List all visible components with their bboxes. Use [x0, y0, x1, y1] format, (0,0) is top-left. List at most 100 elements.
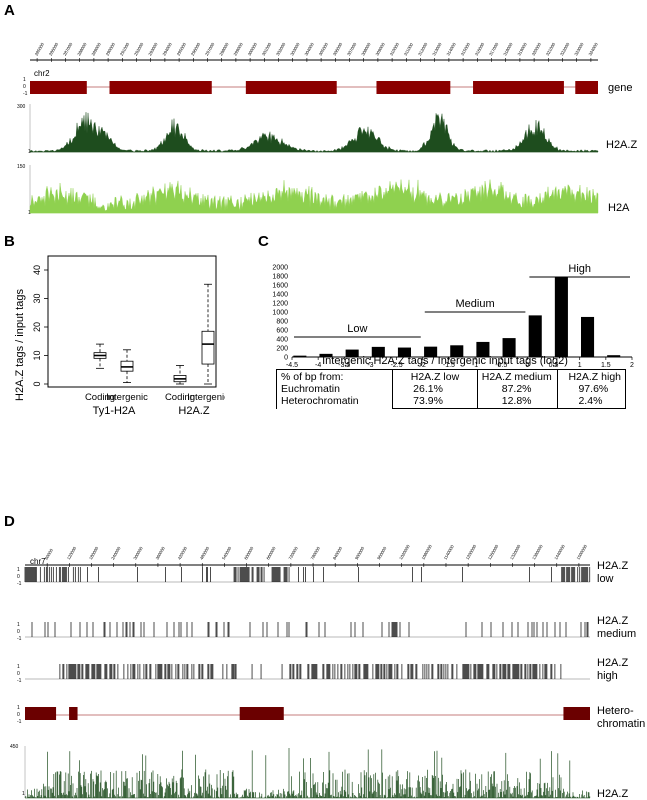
track-axis-label: -1	[17, 719, 22, 725]
ruler-tick-label: 295000	[176, 41, 188, 56]
ruler-tick-label: 314000	[445, 41, 457, 56]
panel-b-letter: B	[4, 233, 15, 250]
track-axis-label: 0	[17, 671, 20, 677]
y-tick-label: 400	[276, 337, 288, 344]
x-tick-label: -4	[315, 362, 321, 369]
gene-block	[473, 81, 564, 94]
panel-b-boxes	[93, 283, 215, 385]
ruler-tick-label: 306000	[332, 41, 344, 56]
y-tick-label: 1000	[272, 310, 288, 317]
panel-d-hetero-label-2: chromatin	[597, 718, 645, 730]
bar	[607, 355, 621, 357]
ruler-tick-label: 240000	[110, 545, 122, 560]
ruler-tick-label: 780000	[310, 545, 322, 560]
ruler-tick-label: 301000	[261, 41, 273, 56]
y-tick-label: 1200	[272, 301, 288, 308]
ruler-tick-label: 299000	[232, 41, 244, 56]
ruler-tick-label: 285000	[34, 41, 46, 56]
gene-block	[30, 81, 87, 94]
ruler-tick-label: 293000	[147, 41, 159, 56]
panel-c-bars	[293, 277, 621, 357]
ruler-tick-label: 294000	[161, 41, 173, 56]
bar	[293, 355, 307, 357]
ruler-tick-label: 60000	[44, 547, 54, 560]
panel-d-genome-browser: 60000 120000 180000 240000 300000 360000 42000…	[10, 543, 645, 800]
x-tick-label: -1.5	[443, 362, 455, 369]
bar	[502, 338, 516, 357]
y-tick-label: 1800	[272, 274, 288, 281]
panel-d-high-label-2: high	[597, 670, 618, 682]
track-axis-label: -1	[17, 636, 22, 642]
ruler-tick-label: 292000	[133, 41, 145, 56]
panel-d-high-label-1: H2A.Z	[597, 657, 628, 669]
panel-d-ruler: 60000 120000 180000 240000 300000 360000 42000…	[25, 543, 590, 567]
panel-c-letter: C	[258, 233, 269, 250]
ruler-tick-label: 960000	[376, 545, 388, 560]
gene-axis-label: 0	[23, 84, 26, 90]
x-tick-label: 0	[525, 362, 529, 369]
ruler-tick-label: 305000	[318, 41, 330, 56]
panel-a-h2a-track	[29, 165, 599, 214]
bar	[371, 346, 385, 357]
ruler-tick-label: 480000	[199, 545, 211, 560]
ruler-tick-label: 1440000	[553, 543, 566, 560]
x-tick-label: -4.5	[286, 362, 298, 369]
group-label: Ty1-H2A	[93, 405, 136, 417]
y-tick-label: 1600	[272, 283, 288, 290]
panel-d-high-track: 10-1	[17, 664, 590, 684]
panel-d-letter: D	[4, 513, 15, 530]
bar	[581, 316, 595, 357]
ruler-tick-label: 312000	[417, 41, 429, 56]
ruler-tick-label: 316000	[474, 41, 486, 56]
bar	[476, 341, 490, 357]
ruler-tick-label: 313000	[431, 41, 443, 56]
ruler-tick-label: 540000	[221, 545, 233, 560]
y-tick-label: 200	[276, 346, 288, 353]
panel-a-h2a-ymax: 150	[17, 164, 26, 170]
track-axis-label: -1	[17, 678, 22, 684]
ruler-tick-label: 1140000	[443, 544, 456, 561]
x-tick-label: 2	[630, 362, 634, 369]
panel-d-chrom-label: chr7	[30, 557, 46, 566]
hetero-block	[563, 707, 590, 720]
ruler-tick-label: 1320000	[509, 543, 522, 560]
y-tick-label: 2000	[272, 265, 288, 272]
hetero-block	[25, 707, 57, 720]
panel-d-h2az-label: H2A.Z	[597, 788, 628, 800]
panel-b-frame	[47, 255, 217, 388]
bar	[528, 315, 542, 357]
ruler-tick-label: 720000	[287, 545, 299, 560]
ruler-tick-label: 900000	[354, 545, 366, 560]
panel-a-h2a-ymin: 1	[28, 210, 31, 216]
table-cell: H2A.Z low 26.1% 73.9%	[392, 369, 478, 409]
gene-block	[376, 81, 451, 94]
ruler-tick-label: 660000	[265, 545, 277, 560]
panel-d-h2az-ymax: 450	[10, 744, 19, 750]
track-axis-label: -1	[17, 581, 22, 587]
ruler-tick-label: 318000	[502, 41, 514, 56]
y-tick-label: 1400	[272, 292, 288, 299]
panel-c-table: % of bp from: Euchromatin Heterochromatin …	[275, 369, 626, 409]
panel-d-medium-label-1: H2A.Z	[597, 615, 628, 627]
x-tick-label: 0.5	[549, 362, 559, 369]
ruler-tick-label: 308000	[360, 41, 372, 56]
ruler-tick-label: 1260000	[487, 543, 500, 560]
panel-d-medium-label-2: medium	[597, 628, 636, 640]
panel-a-h2a-label: H2A	[608, 202, 630, 214]
y-tick-label: 20	[32, 322, 42, 332]
coverage-area	[29, 179, 599, 214]
panel-b-boxplot: H2A.Z tags / input tags 0 10 20 30 40 Coding…	[14, 255, 225, 417]
panel-a-ruler: 285000 286000 287000 288000 289000 290000 2910…	[30, 41, 599, 62]
y-tick-label: 10	[32, 350, 42, 360]
ruler-tick-label: 307000	[346, 41, 358, 56]
ruler-tick-label: 311000	[403, 42, 414, 57]
panel-b-yaxis: 0 10 20 30 40	[32, 265, 48, 387]
panel-a-gene-track: 10-1	[23, 77, 598, 97]
x-tick-label: -0.5	[495, 362, 507, 369]
track-axis-label: 0	[17, 712, 20, 718]
panel-c-axes: 0 200 400 600 800 1000 1200 1400 1600 1800 2000 -4.…	[272, 265, 634, 370]
ruler-tick-label: 302000	[275, 41, 287, 56]
ruler-tick-label: 120000	[66, 545, 78, 560]
ruler-tick-label: 289000	[90, 41, 102, 56]
ruler-tick-label: 297000	[204, 41, 216, 56]
